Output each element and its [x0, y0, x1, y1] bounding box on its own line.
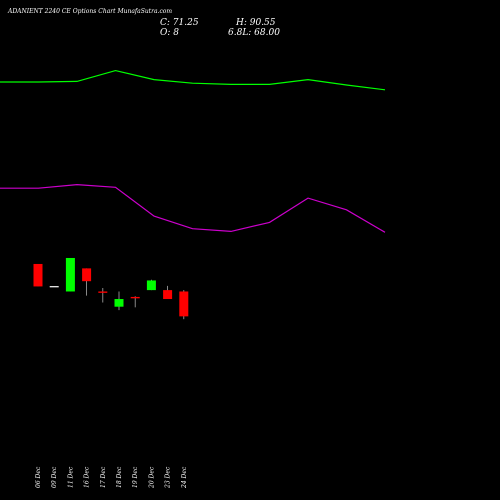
x-tick-label: 24 Dec	[181, 466, 188, 489]
candle-body	[114, 299, 124, 307]
candle-body	[146, 280, 156, 291]
lower-band-line	[0, 183, 386, 233]
x-tick-label: 23 Dec	[165, 466, 172, 489]
candles-group	[33, 257, 189, 320]
candle-body	[33, 263, 43, 287]
candle-body	[65, 257, 75, 292]
x-tick-label: 17 Dec	[100, 466, 107, 488]
chart-title: ADANIENT 2240 CE Options Chart MunafaSut…	[8, 8, 173, 15]
x-tick-label: 06 Dec	[35, 466, 42, 488]
low-value: 6.8L: 68.00	[228, 28, 280, 38]
upper-band-line	[0, 69, 386, 91]
candle-body	[130, 296, 140, 299]
close-value: C: 71.25	[160, 18, 199, 28]
x-tick-label: 16 Dec	[84, 466, 91, 488]
high-value: H: 90.55	[236, 18, 276, 28]
candle-body	[98, 291, 108, 293]
x-tick-label: 18 Dec	[116, 466, 123, 488]
open-value: O: 8	[160, 28, 179, 38]
x-axis-labels: 06 Dec 09 Dec 11 Dec 16 Dec 17 Dec 18 Dec 19 D…	[35, 466, 188, 489]
x-tick-label: 11 Dec	[67, 466, 74, 488]
x-tick-label: 09 Dec	[51, 466, 58, 488]
candle-body	[179, 291, 189, 317]
candle-body	[163, 290, 173, 300]
x-tick-label: 20 Dec	[148, 466, 155, 489]
x-tick-label: 19 Dec	[132, 466, 139, 488]
candle-body	[49, 286, 59, 288]
candle-body	[82, 268, 92, 282]
